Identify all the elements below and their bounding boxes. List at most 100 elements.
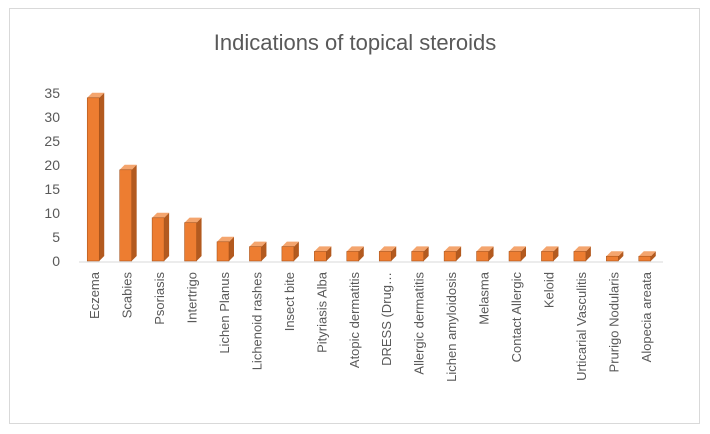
bars [86, 92, 656, 262]
bar-front [119, 169, 132, 262]
y-tick-label: 25 [44, 133, 60, 149]
bar-top [476, 246, 494, 252]
bar-front [508, 251, 522, 262]
bar-front [184, 222, 197, 262]
bar-top [87, 92, 105, 98]
bar-side [326, 246, 332, 261]
x-tick-label: Prurigo Nodularis [606, 272, 621, 373]
bar [378, 246, 397, 262]
bar [541, 246, 559, 262]
x-tick-label: Lichenoid rashes [249, 272, 264, 371]
bar-side [164, 212, 170, 261]
bar-front [86, 97, 100, 262]
bar-top [249, 241, 267, 247]
y-tick-label: 20 [44, 157, 60, 173]
bar-top [638, 251, 656, 257]
bar-front [314, 251, 327, 262]
bar-top [281, 241, 299, 247]
bar [151, 212, 170, 262]
bar-side [456, 246, 462, 261]
bar-side [585, 246, 591, 261]
x-tick-label: Eczema [87, 271, 102, 319]
bar-top [606, 251, 624, 257]
x-tick-label: Lichen Planus [217, 272, 232, 354]
bar-front [606, 255, 619, 262]
bar-side [650, 251, 656, 261]
bar-top [346, 246, 364, 252]
y-tick-label: 0 [52, 253, 60, 269]
x-tick-label: Psoriasis [152, 272, 167, 325]
bar-top [217, 236, 234, 242]
bar-front [573, 251, 587, 262]
bar-front [411, 251, 424, 262]
bar [606, 251, 624, 262]
bar-side [423, 246, 429, 261]
bar-top [314, 246, 332, 252]
bar [216, 236, 234, 262]
bar-front [378, 251, 392, 262]
x-tick-label: Insect bite [282, 272, 297, 331]
x-tick-label: Melasma [477, 271, 492, 325]
x-tick-label: Atopic dermatitis [347, 272, 362, 369]
bar-front [476, 251, 489, 262]
bar-side [521, 246, 526, 261]
bar [281, 241, 299, 262]
chart-title: Indications of topical steroids [213, 30, 497, 55]
bar [443, 246, 462, 262]
x-tick-label: Urticarial Vasculitis [574, 272, 589, 381]
bar-front [216, 241, 230, 262]
bar-side [99, 92, 105, 261]
x-tick-label: Pityriasis Alba [314, 271, 329, 353]
x-tick-label: Scabies [120, 272, 135, 319]
x-tick-label: Keloid [541, 272, 556, 308]
bar-side [293, 241, 299, 261]
bar-top [444, 246, 462, 252]
bar [184, 217, 202, 262]
bar-side [391, 246, 397, 261]
bar-top [509, 246, 526, 252]
y-tick-label: 35 [44, 85, 60, 101]
bar-front [281, 246, 295, 262]
bar-side [229, 236, 234, 261]
bar [314, 246, 332, 262]
bar-top [119, 164, 137, 170]
bar-side [131, 164, 137, 261]
bar-top [573, 246, 591, 252]
bar-side [488, 246, 494, 261]
x-axis: Eczema Scabies Psoriasis Intertrigo Lichen P… [79, 261, 663, 382]
bar-top [411, 246, 429, 252]
x-tick-label: DRESS (Drug… [379, 272, 394, 366]
bar [476, 246, 494, 262]
bar-side [358, 246, 364, 261]
x-tick-label: Allergic dermatitis [412, 272, 427, 375]
bar-side [196, 217, 202, 261]
bar [638, 251, 656, 262]
y-axis: 0 5 10 15 20 25 30 35 [44, 85, 60, 269]
x-tick-label: Alopecia areata [639, 271, 654, 362]
bar-top [184, 217, 202, 223]
bar [346, 246, 364, 262]
bar [508, 246, 526, 262]
bar-front [541, 251, 554, 262]
bar-front [638, 255, 652, 262]
bar [119, 164, 137, 262]
bar [411, 246, 429, 262]
bar-top [379, 246, 397, 252]
bar-front [151, 217, 165, 262]
bar-side [553, 246, 559, 261]
bar [249, 241, 267, 262]
bar-front [346, 251, 360, 262]
y-tick-label: 10 [44, 205, 60, 221]
x-tick-label: Intertrigo [185, 272, 200, 323]
bar-top [152, 212, 170, 218]
y-tick-label: 15 [44, 181, 60, 197]
bar-side [618, 251, 624, 261]
bar-front [443, 251, 457, 262]
y-tick-label: 5 [52, 229, 60, 245]
x-tick-label: Lichen amyloidosis [444, 272, 459, 382]
y-tick-label: 30 [44, 109, 60, 125]
x-tick-label: Contact Allergic [509, 272, 524, 363]
bar-side [261, 241, 267, 261]
bar-front [249, 246, 262, 262]
